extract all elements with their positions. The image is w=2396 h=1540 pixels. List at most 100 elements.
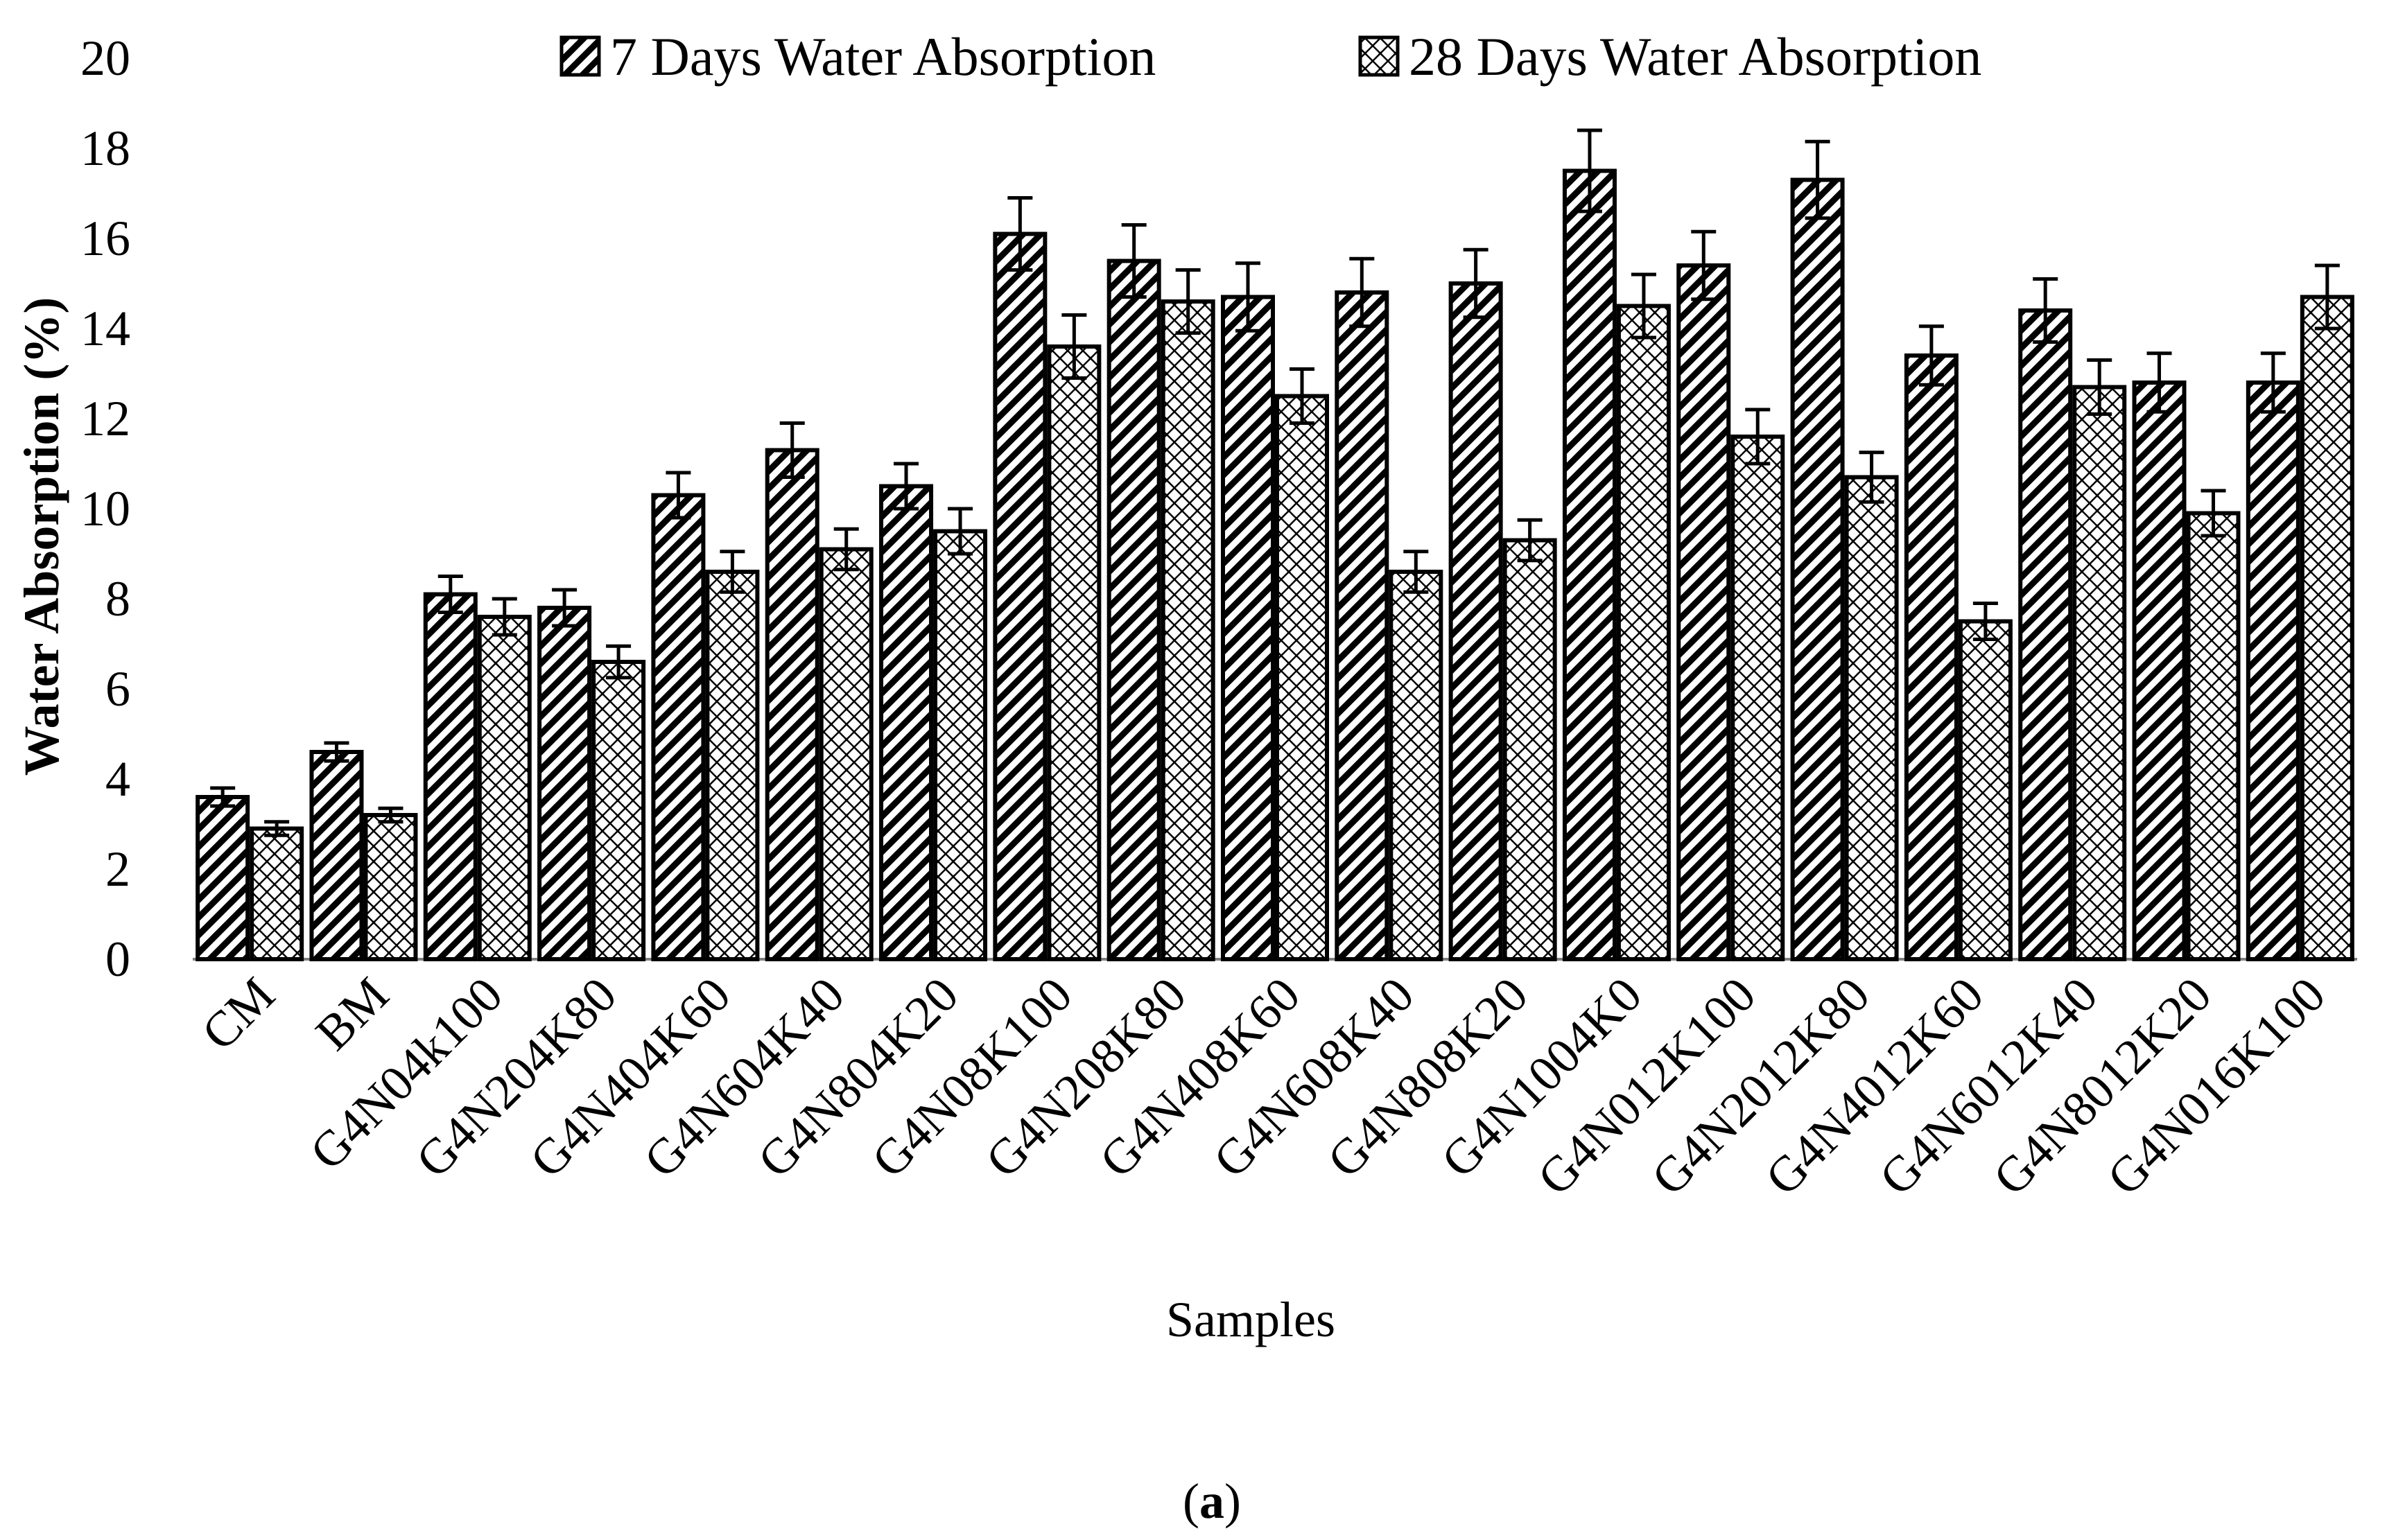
bar-7-days-g4n016k100 [2246, 380, 2300, 961]
y-axis-title: Water Absorption (%) [14, 297, 69, 776]
legend: 7 Days Water Absorption 28 Days Water Abs… [559, 26, 1981, 87]
error-bar-28-days-g4n404k60 [720, 550, 745, 594]
bar-7-days-g4n608k40 [1335, 290, 1389, 961]
bar-28-days-bm [363, 813, 418, 961]
error-bar-7-days-g4n808k20 [1463, 247, 1488, 320]
error-bar-7-days-g4n404k60 [666, 471, 691, 520]
bar-28-days-g4n408k60 [1275, 394, 1329, 961]
error-bar-28-days-g4n804k20 [948, 507, 973, 556]
error-bar-7-days-g4n04k100 [437, 575, 463, 614]
error-bar-7-days-g4n208k80 [1121, 223, 1147, 299]
error-bar-28-days-bm [378, 806, 403, 824]
bar-7-days-g4n804k20 [879, 484, 934, 961]
error-bar-7-days-g4n8012k20 [2146, 351, 2172, 414]
bar-28-days-g4n804k20 [933, 529, 988, 961]
error-bar-28-days-g4n016k100 [2314, 263, 2340, 331]
error-bar-28-days-g4n808k20 [1517, 518, 1543, 563]
bar-7-days-g4n08k100 [993, 231, 1048, 961]
error-bar-7-days-g4n408k60 [1235, 261, 1260, 333]
error-bar-28-days-g4n408k60 [1290, 367, 1314, 425]
bar-28-days-g4n204k80 [591, 660, 646, 961]
error-bar-7-days-g4n6012k40 [2033, 277, 2058, 344]
bar-28-days-g4n08k100 [1047, 344, 1102, 961]
legend-label: 28 Days Water Absorption [1409, 26, 1981, 87]
bar-7-days-g4n408k60 [1221, 295, 1275, 961]
bar-7-days-g4n8012k20 [2132, 380, 2187, 961]
error-bar-28-days-g4n6012k40 [2087, 358, 2112, 416]
bar-7-days-g4n604k40 [765, 448, 819, 961]
caption-letter: a [1199, 1473, 1224, 1529]
y-tick-label: 14 [80, 301, 130, 356]
bar-28-days-g4n016k100 [2300, 295, 2354, 961]
error-bar-7-days-g4n2012k80 [1805, 139, 1830, 220]
y-tick-label: 2 [105, 841, 130, 897]
error-bar-28-days-g4n2012k80 [1859, 450, 1884, 504]
axes: 0 2 4 6 8 10 12 14 16 18 20 [80, 30, 2357, 987]
error-bar-28-days-g4n1004k0 [1631, 272, 1656, 340]
error-bar-28-days-g4n8012k20 [2200, 489, 2226, 538]
bar-28-days-g4n2012k80 [1844, 475, 1899, 961]
y-tick-label: 16 [80, 211, 130, 266]
figure-caption: (a) [1183, 1473, 1241, 1529]
legend-item-28-days: 28 Days Water Absorption [1358, 26, 1981, 87]
error-bar-28-days-g4n604k40 [833, 527, 859, 572]
legend-swatch [1358, 35, 1400, 77]
bar-28-days-g4n808k20 [1502, 538, 1557, 961]
legend-swatch [559, 35, 601, 77]
error-bar-7-days-g4n016k100 [2260, 351, 2286, 414]
bar-28-days-g4n208k80 [1161, 299, 1215, 961]
legend-label: 7 Days Water Absorption [610, 26, 1156, 87]
y-tick-label: 10 [80, 481, 130, 536]
error-bar-7-days-g4n08k100 [1007, 196, 1033, 272]
bar-28-days-g4n012k100 [1730, 435, 1785, 961]
bar-7-days-g4n204k80 [537, 606, 592, 961]
y-tick-label: 18 [80, 121, 130, 176]
caption-open: ( [1183, 1473, 1199, 1529]
bar-28-days-cm [250, 826, 304, 961]
error-bar-7-days-g4n804k20 [894, 462, 919, 511]
bar-28-days-g4n4012k60 [1958, 619, 2013, 961]
bar-28-days-g4n8012k20 [2186, 511, 2241, 961]
bar-28-days-g4n6012k40 [2072, 385, 2127, 961]
bar-28-days-g4n404k60 [705, 570, 760, 961]
error-bar-28-days-g4n012k100 [1745, 408, 1771, 466]
error-bar-28-days-cm [264, 820, 290, 837]
y-tick-label: 0 [105, 931, 130, 987]
y-tick-label: 8 [105, 571, 130, 627]
bar-7-days-g4n4012k60 [1904, 353, 1959, 961]
error-bar-7-days-g4n012k100 [1691, 229, 1717, 301]
bar-7-days-g4n208k80 [1106, 259, 1161, 961]
bar-7-days-g4n1004k0 [1562, 168, 1617, 961]
error-bar-7-days-g4n204k80 [552, 588, 578, 628]
bar-7-days-bm [309, 750, 364, 961]
error-bar-7-days-g4n608k40 [1349, 256, 1375, 329]
error-bar-7-days-g4n1004k0 [1577, 128, 1602, 213]
bar-28-days-g4n04k100 [477, 615, 532, 961]
caption-close: ) [1224, 1473, 1241, 1529]
y-tick-label: 12 [80, 391, 130, 446]
legend-item-7-days: 7 Days Water Absorption [559, 26, 1156, 87]
error-bar-7-days-bm [324, 741, 349, 763]
bar-7-days-g4n012k100 [1676, 263, 1731, 961]
bar-7-days-g4n2012k80 [1790, 177, 1845, 961]
error-bar-7-days-cm [210, 786, 236, 808]
bar-28-days-g4n608k40 [1389, 570, 1443, 961]
bar-28-days-g4n604k40 [819, 547, 874, 961]
x-tick-label: CM [191, 967, 286, 1061]
bar-7-days-g4n808k20 [1448, 281, 1503, 961]
y-tick-label: 4 [105, 751, 130, 807]
x-axis-title: Samples [1166, 1292, 1335, 1347]
bars [196, 128, 2354, 961]
error-bar-28-days-g4n08k100 [1061, 313, 1087, 380]
error-bar-28-days-g4n204k80 [606, 644, 632, 680]
bar-7-days-g4n6012k40 [2018, 308, 2073, 961]
bar-7-days-g4n404k60 [651, 493, 706, 961]
bar-7-days-cm [196, 795, 250, 961]
error-bar-28-days-g4n608k40 [1403, 550, 1429, 594]
y-tick-label: 6 [105, 661, 130, 717]
error-bar-28-days-g4n4012k60 [1972, 602, 1998, 641]
y-tick-label: 20 [80, 30, 130, 86]
error-bar-7-days-g4n4012k60 [1918, 324, 1944, 387]
